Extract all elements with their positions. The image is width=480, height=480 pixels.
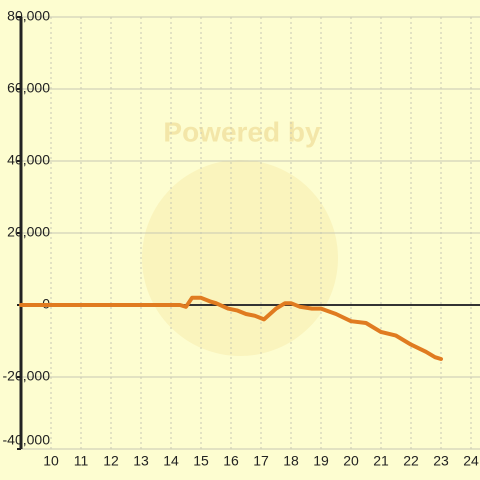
x-tick-label: 14 [163, 453, 179, 469]
data-line [19, 295, 443, 361]
x-tick-label: 24 [463, 453, 479, 469]
x-tick-label: 11 [74, 453, 89, 469]
y-tick-label: 20,000 [7, 224, 50, 240]
x-tick-label: 20 [343, 453, 359, 469]
watermark-logo [142, 160, 338, 356]
y-tick-label: 60,000 [7, 80, 50, 96]
y-tick-label: -40,000 [3, 432, 51, 448]
x-tick-label: 10 [43, 453, 59, 469]
x-tick-label: 13 [133, 453, 149, 469]
x-tick-label: 12 [103, 453, 119, 469]
x-tick-label: 22 [403, 453, 419, 469]
x-tick-label: 18 [283, 453, 299, 469]
watermark: Powered by [163, 116, 321, 147]
x-tick-label: 19 [313, 453, 329, 469]
x-tick-label: 21 [373, 453, 389, 469]
x-tick-label: 17 [253, 453, 269, 469]
y-tick-label: -20,000 [3, 368, 51, 384]
y-tick-label: 40,000 [7, 152, 50, 168]
y-tick-label: 80,000 [7, 8, 50, 24]
x-tick-label: 23 [433, 453, 449, 469]
x-tick-label: 16 [223, 453, 239, 469]
x-tick-label: 15 [193, 453, 209, 469]
